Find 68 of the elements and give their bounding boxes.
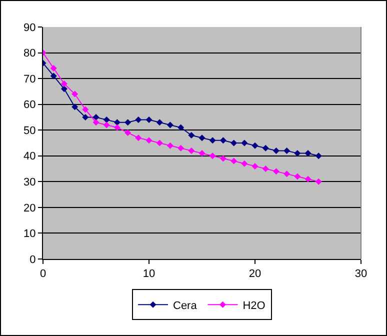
point — [72, 90, 78, 98]
point — [146, 116, 152, 124]
point — [209, 137, 216, 144]
point — [252, 142, 258, 149]
point — [294, 150, 301, 157]
y-tick-label: 70 — [24, 73, 36, 86]
x-tick-label: 0 — [40, 268, 46, 280]
point — [114, 124, 120, 131]
y-tick-label: 60 — [24, 99, 36, 112]
point — [230, 158, 238, 164]
point — [103, 116, 110, 124]
y-tick-label: 30 — [24, 176, 36, 189]
point — [135, 134, 142, 142]
point — [124, 129, 132, 136]
point — [114, 119, 120, 126]
point — [220, 137, 226, 144]
y-tick-label: 40 — [24, 150, 36, 163]
point — [198, 134, 206, 142]
legend-label: Cera — [173, 300, 198, 312]
point — [92, 114, 100, 120]
x-tick-label: 30 — [354, 268, 368, 280]
y-tick-label: 50 — [24, 124, 36, 137]
x-tick-label: 10 — [142, 268, 156, 280]
point — [272, 168, 280, 175]
y-tick-label: 10 — [24, 228, 36, 240]
point — [60, 80, 68, 87]
point — [230, 140, 238, 146]
point — [198, 150, 206, 157]
point — [315, 152, 322, 160]
point — [315, 178, 322, 185]
point — [188, 132, 195, 139]
point — [156, 119, 163, 126]
point — [178, 144, 184, 152]
point — [252, 162, 258, 170]
point — [188, 147, 195, 154]
point — [262, 144, 269, 152]
y-tick-label: 90 — [24, 22, 36, 34]
point — [166, 122, 174, 128]
point — [103, 122, 110, 128]
point — [284, 170, 290, 178]
y-tick-label: 20 — [24, 202, 36, 214]
point — [60, 86, 68, 92]
y-tick-label: 80 — [24, 48, 36, 60]
point — [272, 147, 280, 154]
point — [178, 124, 184, 131]
point — [304, 150, 312, 157]
point — [50, 72, 57, 80]
point — [284, 147, 290, 154]
point — [82, 114, 89, 120]
point — [241, 160, 248, 167]
point — [220, 155, 226, 162]
point — [166, 142, 174, 149]
point — [50, 64, 57, 72]
point — [294, 173, 301, 180]
point — [262, 166, 269, 172]
point — [72, 104, 78, 110]
point — [241, 140, 248, 146]
x-tick-label: 20 — [248, 268, 262, 280]
point — [124, 119, 132, 126]
point — [135, 116, 142, 124]
point — [209, 152, 216, 160]
legend-label: H2O — [242, 300, 266, 312]
point — [146, 137, 152, 144]
point — [304, 176, 312, 182]
point — [82, 106, 89, 113]
point — [156, 140, 163, 146]
y-tick-label: 0 — [30, 254, 36, 266]
point — [92, 119, 100, 126]
